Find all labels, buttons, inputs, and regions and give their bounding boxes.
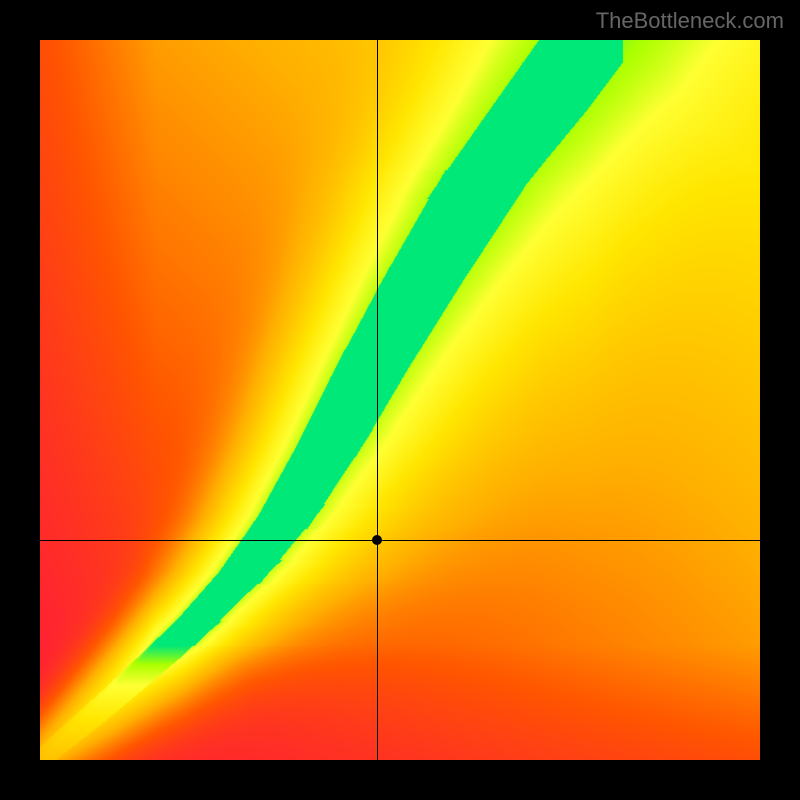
crosshair-horizontal <box>40 540 760 541</box>
heatmap-canvas <box>40 40 760 760</box>
watermark-text: TheBottleneck.com <box>596 8 784 34</box>
crosshair-point <box>372 535 382 545</box>
heatmap-plot <box>40 40 760 760</box>
crosshair-vertical <box>377 40 378 760</box>
